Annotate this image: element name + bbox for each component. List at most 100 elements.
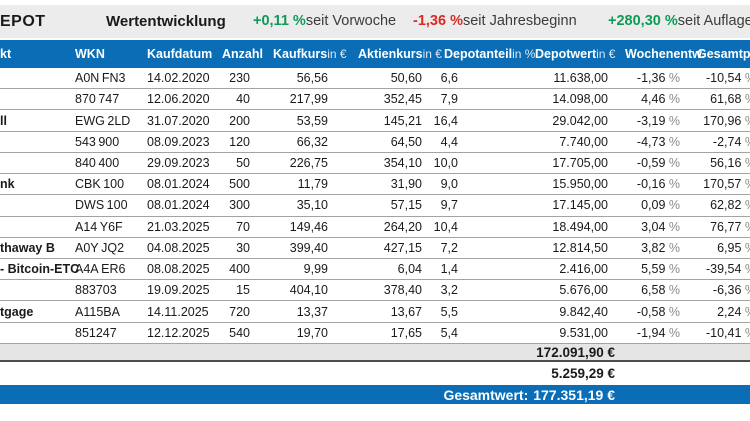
cell-anzahl: 120 [229, 134, 250, 149]
cell-depotanteil: 5,5 [440, 304, 458, 319]
cell-kaufkurs: 56,56 [296, 71, 328, 86]
cell-aktienkurs: 354,10 [383, 155, 422, 170]
cell-depotwert: 2.416,00 [559, 262, 608, 277]
table-row: tgage A115BA 14.11.2025 720 13,37 13,67 … [0, 301, 750, 323]
cell-depotwert: 9.531,00 [559, 325, 608, 340]
cell-kaufdatum: 12.06.2020 [147, 92, 210, 107]
cell-wkn: A115BA [75, 304, 120, 319]
table-row: ll EWG 2LD 31.07.2020 200 53,59 145,21 1… [0, 110, 750, 132]
cell-kaufdatum: 14.02.2020 [147, 71, 210, 86]
cell-wochenentw: -0,16 % [636, 177, 680, 192]
depot-title-fragment: EPOT [0, 13, 46, 30]
cell-gesamtperf: -2,74 % [680, 135, 750, 149]
percent-sign: % [745, 283, 750, 297]
col-header-depotanteil: Depotanteil in % [444, 47, 536, 61]
cell-depotwert: 15.950,00 [552, 177, 608, 192]
metric-since-inception-label: seit Auflage [677, 13, 750, 29]
cell-kaufdatum: 04.08.2025 [147, 240, 210, 255]
cell-wochenentw: -0,59 % [636, 155, 680, 170]
cell-wkn: 883703 [75, 283, 117, 298]
cell-wkn: 840 400 [75, 155, 120, 170]
cell-wochenentw: -1,36 % [636, 71, 680, 86]
col-header-aktienkurs: Aktienkurs in € [358, 47, 442, 61]
cell-kaufdatum: 08.08.2025 [147, 262, 210, 277]
col-header-depotwert: Depotwert in € [535, 47, 616, 61]
metric-since-yearstart-label: seit Jahresbeginn [462, 13, 577, 29]
cell-depotwert: 9.842,40 [559, 304, 608, 319]
cell-wochenentw: 5,59 % [641, 262, 680, 277]
cell-wochenentw: 3,04 % [641, 219, 680, 234]
cell-aktienkurs: 6,04 [397, 262, 422, 277]
cell-gesamtperf: -39,54 % [680, 262, 750, 276]
cash-row: 5.259,29 € [0, 362, 750, 384]
performance-summary-bar: EPOT Wertentwicklung +0,11 % seit Vorwoc… [0, 5, 750, 38]
table-row: - Bitcoin-ETC A4A ER6 08.08.2025 400 9,9… [0, 259, 750, 281]
table-row: thaway B A0Y JQ2 04.08.2025 30 399,40 42… [0, 238, 750, 259]
percent-sign: % [668, 134, 680, 149]
cell-kaufkurs: 66,32 [296, 134, 328, 149]
percent-sign: % [668, 71, 680, 86]
cell-wochenentw: 4,46 % [641, 92, 680, 107]
grand-total-value: 177.351,19 € [533, 386, 615, 403]
cell-wochenentw: -0,58 % [636, 304, 680, 319]
cell-kaufdatum: 31.07.2020 [147, 113, 210, 128]
cell-depotwert: 18.494,00 [552, 219, 608, 234]
cell-depotanteil: 6,6 [440, 71, 458, 86]
cell-aktienkurs: 264,20 [383, 219, 422, 234]
cell-aktienkurs: 31,90 [390, 177, 422, 192]
percent-sign: % [668, 304, 680, 319]
section-title: Wertentwicklung [106, 13, 226, 30]
col-header-anzahl: Anzahl [222, 47, 263, 61]
cell-wkn: A4A ER6 [75, 262, 126, 277]
cell-gesamtperf: 170,96 % [680, 114, 750, 128]
cell-anzahl: 300 [229, 198, 250, 213]
col-header-wkn: WKN [75, 47, 105, 61]
cell-anzahl: 200 [229, 113, 250, 128]
col-header-produkt-fragment: kt [0, 47, 12, 61]
cell-aktienkurs: 427,15 [383, 240, 422, 255]
table-row: DWS 100 08.01.2024 300 35,10 57,15 9,7 1… [0, 195, 750, 217]
cell-anzahl: 230 [229, 71, 250, 86]
percent-sign: % [668, 262, 680, 277]
cell-depotwert: 12.814,50 [552, 240, 608, 255]
cell-kaufkurs: 399,40 [289, 240, 328, 255]
cell-wkn: 851247 [75, 325, 117, 340]
percent-sign: % [668, 155, 680, 170]
cell-anzahl: 400 [229, 262, 250, 277]
cell-kaufkurs: 13,37 [296, 304, 328, 319]
cell-depotwert: 11.638,00 [553, 71, 608, 86]
percent-sign: % [745, 305, 750, 319]
cell-kaufdatum: 14.11.2025 [147, 304, 209, 319]
cell-depotwert: 5.676,00 [559, 283, 608, 298]
cell-depotwert: 14.098,00 [552, 92, 608, 107]
cell-gesamtperf: 170,57 % [680, 177, 750, 191]
cell-product-name-fragment: thaway B [0, 240, 55, 255]
cell-aktienkurs: 57,15 [390, 198, 422, 213]
percent-sign: % [745, 198, 750, 212]
table-row: 851247 12.12.2025 540 19,70 17,65 5,4 9.… [0, 323, 750, 344]
cell-depotanteil: 10,4 [433, 219, 458, 234]
cell-kaufkurs: 53,59 [296, 113, 328, 128]
cell-depotanteil: 5,4 [440, 325, 458, 340]
table-row: 840 400 29.09.2023 50 226,75 354,10 10,0… [0, 153, 750, 175]
grand-total-label: Gesamtwert: [443, 386, 529, 403]
cell-gesamtperf: 6,95 % [680, 241, 750, 255]
cell-kaufdatum: 21.03.2025 [147, 219, 210, 234]
cell-wkn: CBK 100 [75, 177, 125, 192]
cell-depotwert: 17.705,00 [552, 155, 608, 170]
metric-since-week-value: +0,11 % [253, 13, 306, 29]
percent-sign: % [668, 325, 680, 340]
percent-sign: % [745, 326, 750, 340]
cell-anzahl: 720 [229, 304, 250, 319]
cell-kaufdatum: 29.09.2023 [147, 155, 210, 170]
metric-since-yearstart: -1,36 % seit Jahresbeginn [413, 5, 577, 38]
metric-since-inception: +280,30 % seit Auflage [608, 5, 750, 38]
cell-aktienkurs: 64,50 [390, 134, 422, 149]
cell-kaufkurs: 19,70 [296, 325, 328, 340]
cell-anzahl: 500 [229, 177, 250, 192]
cell-product-name-fragment: tgage [0, 304, 34, 319]
percent-sign: % [745, 114, 750, 128]
cell-kaufkurs: 35,10 [296, 198, 328, 213]
cell-depotanteil: 16,4 [433, 113, 458, 128]
